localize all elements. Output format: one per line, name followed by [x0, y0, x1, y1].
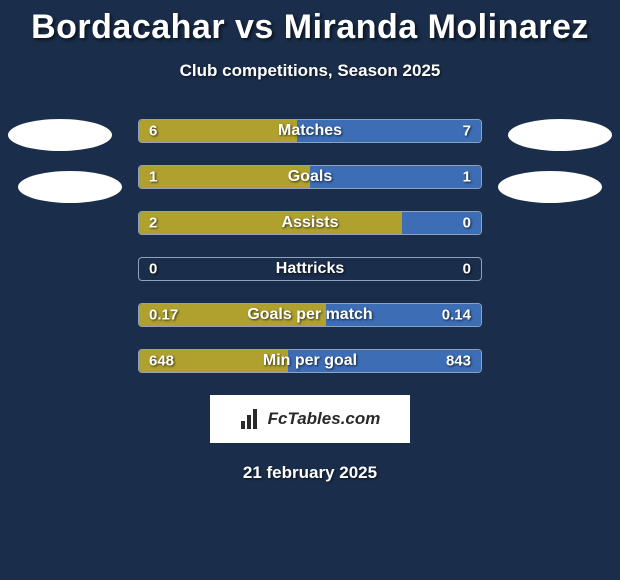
- stat-row: 1 Goals 1: [0, 165, 620, 189]
- stat-label: Goals per match: [247, 306, 372, 324]
- brand-text: FcTables.com: [268, 409, 381, 429]
- comparison-infographic: Bordacahar vs Miranda Molinarez Club com…: [0, 0, 620, 483]
- stat-value-left: 6: [149, 123, 157, 140]
- brand-badge: FcTables.com: [210, 395, 410, 443]
- bar-chart-icon: [240, 409, 262, 429]
- stat-label: Assists: [282, 214, 339, 232]
- stat-row: 6 Matches 7: [0, 119, 620, 143]
- stat-value-left: 0.17: [149, 307, 178, 324]
- stat-label: Min per goal: [263, 352, 357, 370]
- stat-bar: 648 Min per goal 843: [138, 349, 482, 373]
- stat-fill-left: [139, 166, 310, 188]
- stats-area: 6 Matches 7 1 Goals 1 2 Assists 0 0 Hattricks 0 0.17…: [0, 119, 620, 373]
- stat-value-right: 843: [446, 353, 471, 370]
- stat-fill-left: [139, 212, 402, 234]
- stat-bar: 0 Hattricks 0: [138, 257, 482, 281]
- stat-value-right: 1: [463, 169, 471, 186]
- stat-bar: 6 Matches 7: [138, 119, 482, 143]
- stat-bar: 1 Goals 1: [138, 165, 482, 189]
- stat-row: 0.17 Goals per match 0.14: [0, 303, 620, 327]
- stat-label: Goals: [288, 168, 332, 186]
- page-subtitle: Club competitions, Season 2025: [0, 61, 620, 81]
- stat-value-left: 2: [149, 215, 157, 232]
- stat-row: 2 Assists 0: [0, 211, 620, 235]
- stat-value-left: 1: [149, 169, 157, 186]
- stat-value-left: 648: [149, 353, 174, 370]
- stat-value-right: 0.14: [442, 307, 471, 324]
- stat-fill-left: [139, 120, 297, 142]
- stat-value-right: 0: [463, 215, 471, 232]
- stat-row: 0 Hattricks 0: [0, 257, 620, 281]
- stat-label: Matches: [278, 122, 342, 140]
- stat-value-right: 0: [463, 261, 471, 278]
- stat-bar: 0.17 Goals per match 0.14: [138, 303, 482, 327]
- page-title: Bordacahar vs Miranda Molinarez: [0, 8, 620, 47]
- date-label: 21 february 2025: [0, 463, 620, 483]
- stat-value-right: 7: [463, 123, 471, 140]
- stat-fill-right: [310, 166, 481, 188]
- stat-label: Hattricks: [276, 260, 344, 278]
- stat-row: 648 Min per goal 843: [0, 349, 620, 373]
- stat-bar: 2 Assists 0: [138, 211, 482, 235]
- stat-value-left: 0: [149, 261, 157, 278]
